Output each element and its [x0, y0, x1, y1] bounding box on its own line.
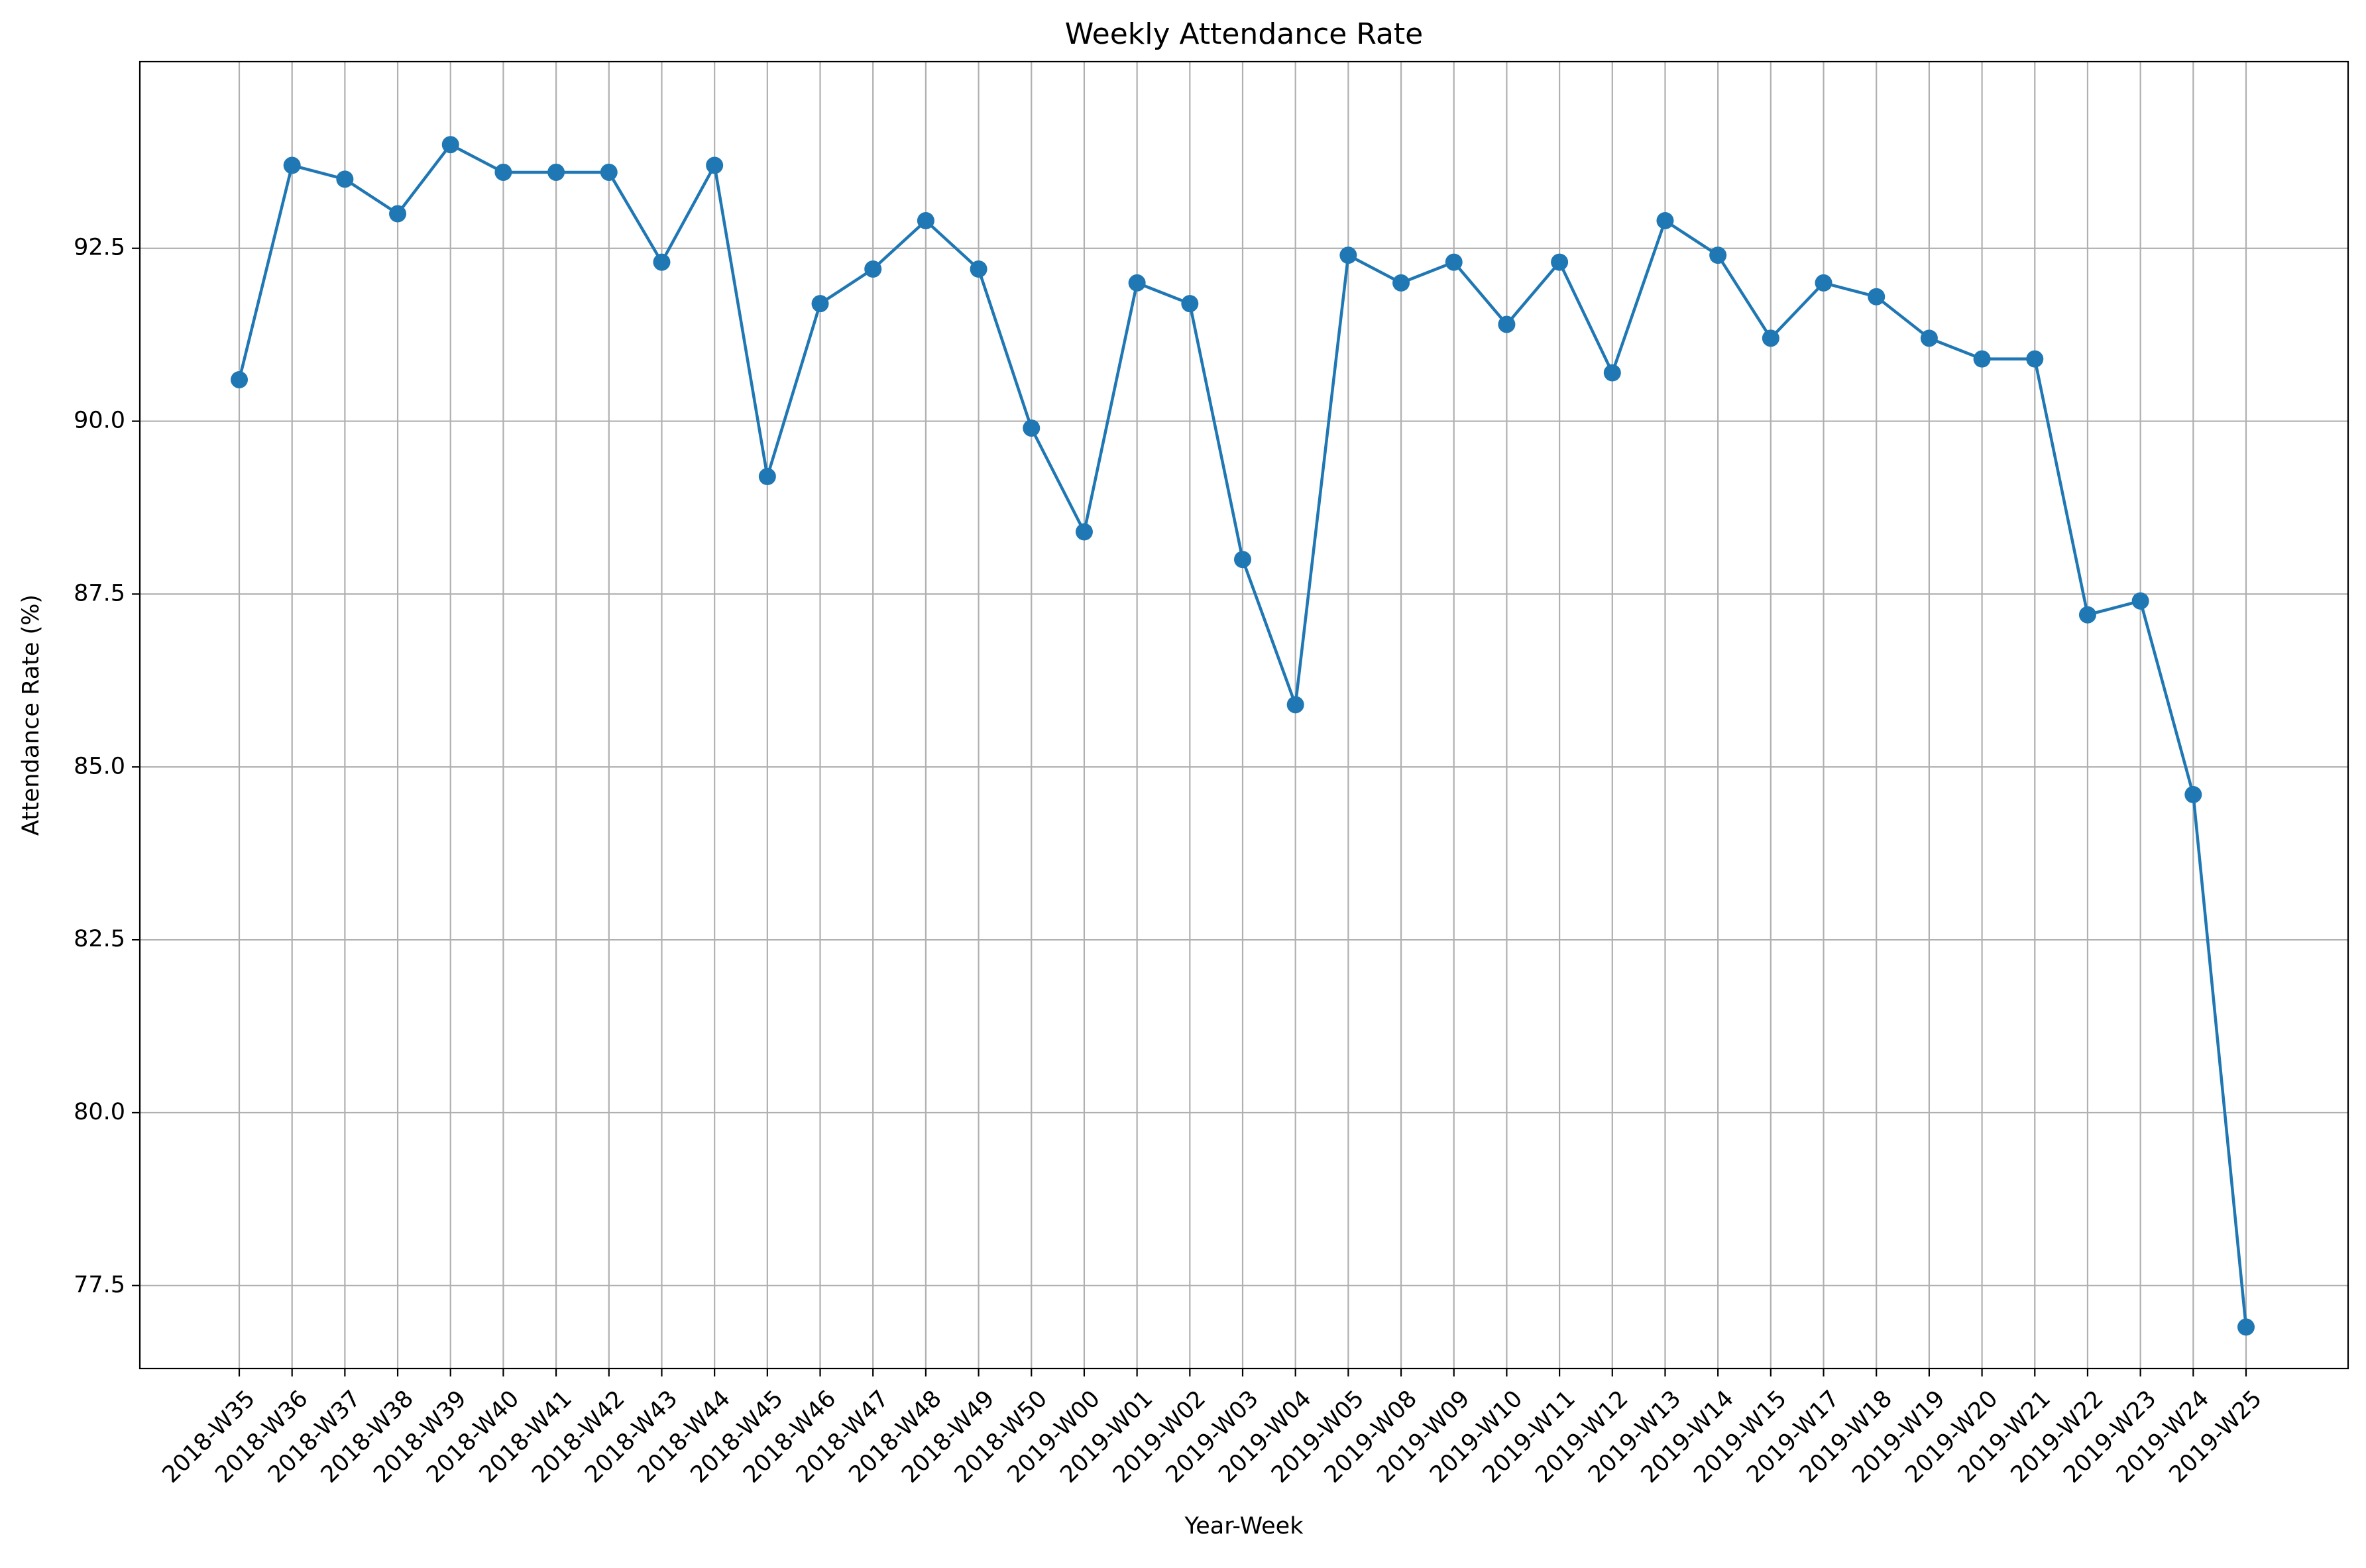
- data-point: [2237, 1318, 2255, 1336]
- data-point: [758, 468, 776, 486]
- data-point: [1128, 274, 1146, 292]
- data-point: [1181, 295, 1199, 313]
- data-point: [1286, 696, 1304, 714]
- y-axis-tick-labels: 77.5 80.0 82.5 85.0 87.5 90.0 92.5: [74, 235, 125, 1298]
- data-point: [1234, 551, 1251, 569]
- data-point: [231, 370, 248, 388]
- y-axis-label: Attendance Rate (%): [18, 594, 44, 836]
- data-point: [547, 163, 565, 181]
- data-point: [1709, 247, 1727, 264]
- data-point: [1023, 419, 1041, 437]
- data-point: [1603, 364, 1621, 382]
- data-point: [1075, 523, 1093, 541]
- data-point: [1762, 329, 1779, 347]
- data-point: [1339, 247, 1357, 264]
- plot-area-frame: [139, 60, 2349, 1370]
- data-point: [706, 156, 724, 174]
- y-tick-label: 92.5: [74, 235, 125, 261]
- data-point: [1920, 329, 1938, 347]
- data-point: [336, 170, 354, 188]
- y-tick-label: 87.5: [74, 580, 125, 606]
- data-point: [2184, 785, 2202, 803]
- data-point: [1498, 315, 1516, 333]
- data-point: [1815, 274, 1832, 292]
- data-point: [1656, 211, 1674, 229]
- data-point: [494, 163, 512, 181]
- data-point: [1551, 253, 1569, 271]
- x-axis-label: Year-Week: [1184, 1513, 1304, 1540]
- data-point: [864, 260, 882, 278]
- series-layer: [231, 136, 2255, 1336]
- data-point: [389, 205, 407, 223]
- data-point: [653, 253, 671, 271]
- data-point: [1445, 253, 1463, 271]
- y-tick-label: 90.0: [74, 408, 125, 434]
- data-point: [917, 211, 934, 229]
- data-point: [1392, 274, 1410, 292]
- data-point: [1973, 350, 1991, 368]
- data-point: [441, 136, 459, 154]
- y-tick-label: 85.0: [74, 753, 125, 779]
- data-point: [600, 163, 618, 181]
- data-point: [970, 260, 987, 278]
- chart-title: Weekly Attendance Rate: [1065, 17, 1424, 51]
- y-tick-label: 82.5: [74, 926, 125, 952]
- data-point: [811, 295, 829, 313]
- gridlines: [140, 62, 2348, 1369]
- data-point: [2131, 592, 2149, 610]
- axis-ticks: [132, 247, 2247, 1376]
- data-point: [2026, 350, 2044, 368]
- y-tick-label: 77.5: [74, 1272, 125, 1298]
- data-point: [2078, 606, 2096, 624]
- data-point: [283, 156, 301, 174]
- y-tick-label: 80.0: [74, 1099, 125, 1125]
- data-point: [1868, 288, 1886, 306]
